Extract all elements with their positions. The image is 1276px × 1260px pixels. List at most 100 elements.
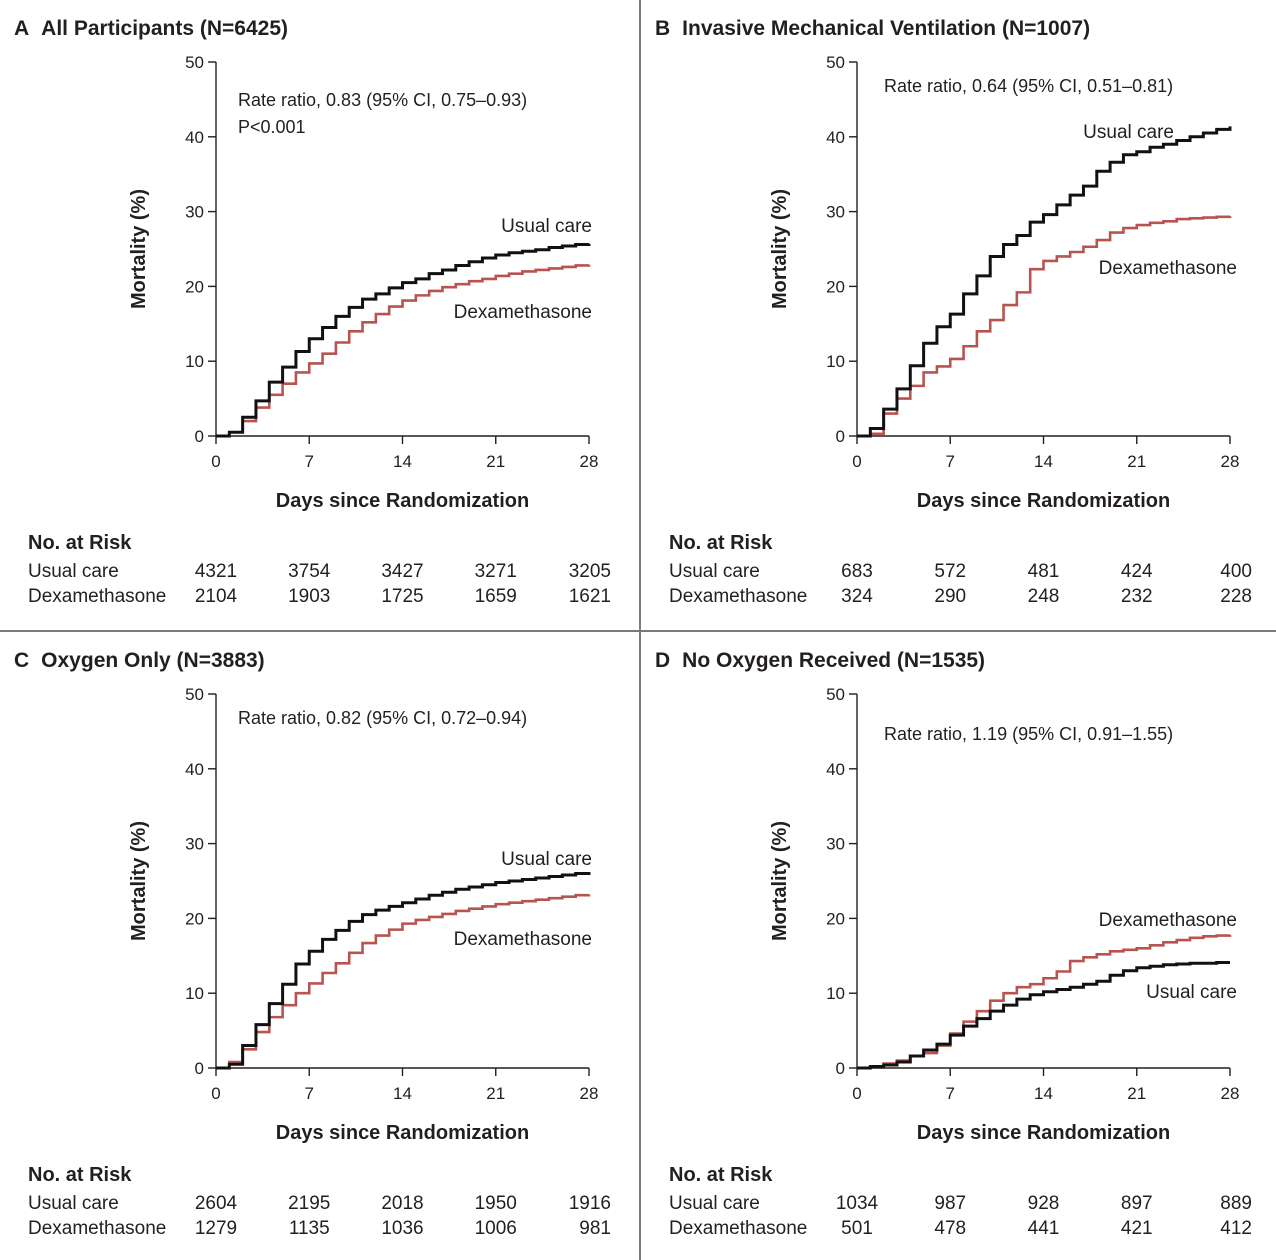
panel-a-chart: A All Participants (N=6425) 0 10 20 30 40 50 0 7 1… [14, 17, 611, 607]
risk-value: 478 [934, 1218, 966, 1239]
x-tick-label: 7 [946, 1084, 955, 1103]
risk-value: 501 [841, 1218, 873, 1239]
risk-value: 2018 [381, 1193, 423, 1214]
panel-letter: C [14, 649, 29, 672]
y-tick-label: 20 [185, 909, 204, 928]
y-tick-label: 20 [185, 277, 204, 296]
risk-value: 412 [1220, 1218, 1252, 1239]
risk-value: 897 [1121, 1193, 1153, 1214]
y-axis-title: Mortality (%) [128, 189, 150, 309]
y-tick-label: 20 [826, 277, 845, 296]
y-tick-label: 40 [185, 760, 204, 779]
risk-value: 683 [841, 561, 873, 582]
panel-letter: D [655, 649, 670, 672]
x-axis-title: Days since Randomization [917, 1122, 1170, 1144]
risk-value: 248 [1028, 586, 1060, 607]
dexamethasone-curve [857, 215, 1232, 438]
usual-care-curve [857, 961, 1230, 1070]
risk-value: 1034 [836, 1193, 879, 1214]
panel-title: Oxygen Only (N=3883) [41, 649, 265, 672]
risk-value: 481 [1028, 561, 1060, 582]
risk-value: 441 [1028, 1218, 1060, 1239]
risk-row-label: Usual care [28, 1193, 119, 1214]
risk-value: 889 [1220, 1193, 1252, 1214]
dexamethasone-curve [216, 264, 591, 438]
y-tick-label: 30 [826, 203, 845, 222]
risk-value: 2604 [195, 1193, 238, 1214]
risk-value: 3205 [569, 561, 611, 582]
risk-value: 1725 [381, 586, 423, 607]
panel-letter: B [655, 17, 670, 40]
risk-value: 1135 [289, 1218, 330, 1239]
risk-value: 421 [1121, 1218, 1153, 1239]
panel-heading: A All Participants (N=6425) [14, 17, 288, 40]
p-value-annotation: P<0.001 [238, 117, 306, 137]
usual-care-curve [216, 872, 591, 1070]
risk-row-label: Usual care [28, 561, 119, 582]
rate-ratio-annotation: Rate ratio, 1.19 (95% CI, 0.91–1.55) [884, 724, 1173, 744]
risk-row-label: Usual care [669, 1193, 760, 1214]
x-tick-label: 7 [305, 452, 314, 471]
y-tick-label: 30 [185, 835, 204, 854]
risk-row-label: Dexamethasone [28, 586, 166, 607]
panel-d: D No Oxygen Received (N=1535) 0 10 20 30 40 50 0… [641, 632, 1276, 1260]
panel-title: No Oxygen Received (N=1535) [682, 649, 985, 672]
risk-row-label: Dexamethasone [669, 586, 807, 607]
y-axis-title: Mortality (%) [128, 821, 150, 941]
risk-value: 1279 [195, 1218, 237, 1239]
risk-value: 928 [1028, 1193, 1060, 1214]
risk-value: 1006 [475, 1218, 517, 1239]
y-tick-label: 10 [185, 352, 204, 371]
usual-care-curve [216, 243, 591, 438]
risk-value: 1916 [569, 1193, 611, 1214]
x-tick-label: 28 [580, 452, 599, 471]
y-tick-label: 50 [185, 685, 204, 704]
panel-title: Invasive Mechanical Ventilation (N=1007) [682, 17, 1090, 40]
risk-table-header: No. at Risk [28, 532, 132, 554]
x-tick-label: 21 [486, 1084, 505, 1103]
risk-value: 1659 [475, 586, 517, 607]
y-tick-label: 40 [826, 760, 845, 779]
panel-heading: C Oxygen Only (N=3883) [14, 649, 265, 672]
risk-value: 572 [934, 561, 966, 582]
x-tick-label: 0 [852, 1084, 861, 1103]
panel-title: All Participants (N=6425) [41, 17, 288, 40]
y-tick-label: 20 [826, 909, 845, 928]
x-axis-title: Days since Randomization [917, 490, 1170, 512]
panel-b-chart: B Invasive Mechanical Ventilation (N=1007… [655, 17, 1252, 607]
dexamethasone-label: Dexamethasone [1099, 258, 1237, 279]
risk-value: 3427 [381, 561, 423, 582]
x-tick-label: 0 [852, 452, 861, 471]
y-tick-label: 40 [826, 128, 845, 147]
rate-ratio-annotation: Rate ratio, 0.82 (95% CI, 0.72–0.94) [238, 708, 527, 728]
x-tick-label: 0 [211, 452, 220, 471]
x-axis-title: Days since Randomization [276, 490, 529, 512]
y-tick-label: 0 [836, 1059, 845, 1078]
risk-value: 228 [1220, 586, 1252, 607]
rate-ratio-annotation: Rate ratio, 0.64 (95% CI, 0.51–0.81) [884, 76, 1173, 96]
usual-care-label: Usual care [1083, 122, 1174, 143]
risk-value: 1950 [475, 1193, 517, 1214]
risk-value: 1036 [381, 1218, 423, 1239]
dexamethasone-label: Dexamethasone [454, 302, 592, 323]
risk-value: 1903 [288, 586, 330, 607]
y-tick-label: 10 [826, 352, 845, 371]
risk-value: 424 [1121, 561, 1153, 582]
panel-c: C Oxygen Only (N=3883) 0 10 20 30 40 50 0 7 14 21 28… [0, 632, 641, 1260]
risk-value: 232 [1121, 586, 1153, 607]
risk-table-header: No. at Risk [669, 532, 773, 554]
y-axis-title: Mortality (%) [769, 821, 791, 941]
panel-b: B Invasive Mechanical Ventilation (N=1007… [641, 0, 1276, 632]
panel-heading: B Invasive Mechanical Ventilation (N=1007… [655, 17, 1090, 40]
y-tick-label: 10 [826, 984, 845, 1003]
y-tick-label: 30 [826, 835, 845, 854]
y-tick-label: 0 [195, 1059, 204, 1078]
dexamethasone-curve [216, 893, 591, 1070]
risk-value: 981 [579, 1218, 611, 1239]
y-axis-title: Mortality (%) [769, 189, 791, 309]
usual-care-label: Usual care [501, 216, 592, 237]
x-tick-label: 7 [305, 1084, 314, 1103]
risk-row-label: Usual care [669, 561, 760, 582]
risk-row-label: Dexamethasone [669, 1218, 807, 1239]
